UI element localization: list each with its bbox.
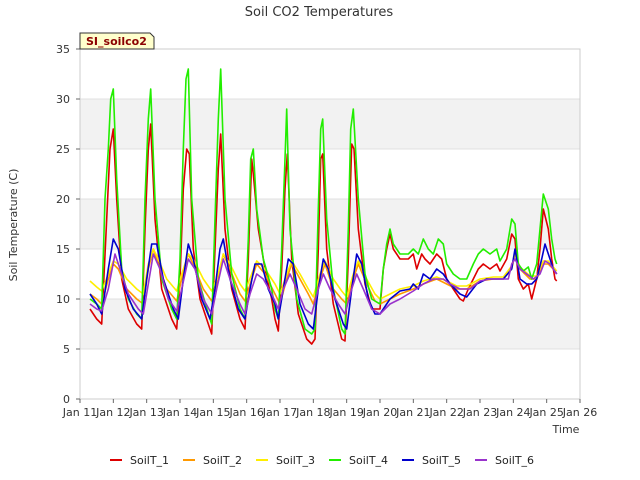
x-tick-label: Jan 11 <box>62 406 97 419</box>
x-tick-label: Jan 21 <box>395 406 430 419</box>
legend-item: SoilT_1 <box>110 454 169 467</box>
y-tick-label: 25 <box>56 143 70 156</box>
y-tick-label: 0 <box>63 393 70 406</box>
legend-label: SoilT_5 <box>422 454 461 467</box>
x-tick-label: Jan 22 <box>428 406 463 419</box>
legend: SoilT_1 SoilT_2 SoilT_3 SoilT_4 SoilT_5 SoilT… <box>110 454 534 467</box>
grid-band <box>80 99 580 149</box>
y-tick-label: 10 <box>56 293 70 306</box>
legend-label: SoilT_2 <box>203 454 242 467</box>
series-line-soilt-3 <box>89 248 558 300</box>
x-tick-label: Jan 25 <box>528 406 563 419</box>
x-tick-label: Jan 15 <box>195 406 230 419</box>
legend-item: SoilT_2 <box>183 454 242 467</box>
x-tick-label: Jan 18 <box>295 406 330 419</box>
y-tick-label: 15 <box>56 243 70 256</box>
y-tick-label: 30 <box>56 93 70 106</box>
series-layer <box>89 68 558 345</box>
x-tick-label: Jan 13 <box>128 406 163 419</box>
legend-label: SoilT_6 <box>495 454 534 467</box>
legend-item: SoilT_5 <box>402 454 461 467</box>
grid-band <box>80 299 580 349</box>
legend-item: SoilT_4 <box>329 454 388 467</box>
grid-band <box>80 199 580 249</box>
site-label-box: SI_soilco2 <box>79 32 155 50</box>
plot-area-frame <box>79 48 581 400</box>
x-tick-label: Jan 20 <box>362 406 397 419</box>
legend-item: SoilT_6 <box>475 454 534 467</box>
legend-label: SoilT_4 <box>349 454 388 467</box>
x-tick-label: Jan 14 <box>162 406 197 419</box>
chart-title: Soil CO2 Temperatures <box>245 5 394 20</box>
y-axis-ticks: 0 5 10 15 20 25 30 35 <box>56 43 80 406</box>
x-axis-title: Time <box>552 423 580 436</box>
legend-label: SoilT_3 <box>276 454 315 467</box>
x-tick-label: Jan 23 <box>462 406 497 419</box>
x-tick-label: Jan 19 <box>328 406 363 419</box>
site-label-background <box>79 32 155 50</box>
legend-label: SoilT_1 <box>130 454 169 467</box>
y-tick-label: 20 <box>56 193 70 206</box>
y-axis-title: Soil Temperature (C) <box>7 169 20 282</box>
series-line-soilt-1 <box>89 123 558 345</box>
y-tick-label: 35 <box>56 43 70 56</box>
x-tick-label: Jan 16 <box>228 406 263 419</box>
grid-bands <box>80 99 580 349</box>
y-tick-label: 5 <box>63 343 70 356</box>
legend-item: SoilT_3 <box>256 454 315 467</box>
x-tick-label: Jan 17 <box>262 406 297 419</box>
x-tick-label: Jan 26 <box>562 406 597 419</box>
site-label: SI_soilco2 <box>86 35 147 48</box>
series-line-soilt-6 <box>89 253 558 315</box>
x-tick-label: Jan 12 <box>95 406 130 419</box>
x-tick-label: Jan 24 <box>495 406 530 419</box>
